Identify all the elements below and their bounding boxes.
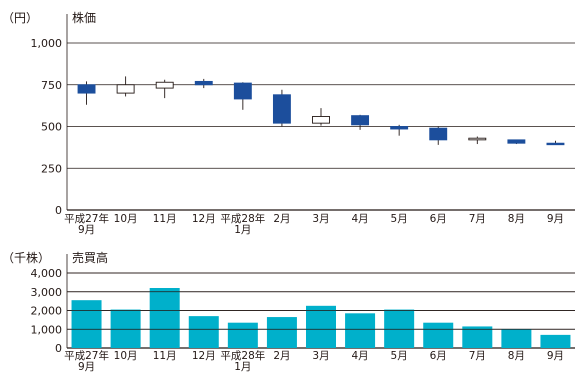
volume-bar xyxy=(188,316,219,348)
x-tick-label: 12月 xyxy=(192,213,216,225)
candle-body xyxy=(312,116,330,124)
candlestick xyxy=(272,89,291,127)
candlestick xyxy=(351,114,370,130)
stock-price-chart: （円） 株価 02505007501,000 平成27年9月10月 11月 12月平… xyxy=(2,10,575,236)
x-tick-label: 3月 xyxy=(312,350,329,362)
y-tick-label: 4,000 xyxy=(31,267,63,280)
candle-body xyxy=(272,94,291,124)
volume-bar xyxy=(501,329,532,348)
candle-body xyxy=(194,80,213,86)
candle-body xyxy=(116,84,135,94)
candlestick xyxy=(429,126,448,145)
x-tick-label: 7月 xyxy=(469,350,486,362)
candlestick xyxy=(233,82,252,110)
x-tick-label: 平成28年 xyxy=(220,212,265,225)
x-tick-label: 8月 xyxy=(508,350,525,362)
y-tick-label: 2,000 xyxy=(31,305,63,318)
x-tick-label: 平成28年 xyxy=(220,349,265,362)
x-tick-label: 2月 xyxy=(273,213,290,225)
y-tick-label: 0 xyxy=(55,342,62,355)
candlestick xyxy=(116,76,135,97)
y-tick-label: 1,000 xyxy=(31,323,63,336)
y-tick-label: 500 xyxy=(41,121,62,134)
candlestick xyxy=(390,124,409,136)
x-tick-label: 9月 xyxy=(547,350,564,362)
x-tick-label: 9月 xyxy=(78,224,95,236)
candlestick xyxy=(507,139,526,145)
candle-body xyxy=(155,81,174,89)
volume-bar xyxy=(71,300,102,348)
candle-body xyxy=(351,115,370,126)
x-tick-label: 1月 xyxy=(234,361,251,373)
x-tick-label: 10月 xyxy=(114,350,138,362)
x-tick-label: 9月 xyxy=(547,213,564,225)
volume-chart-title: 売買高 xyxy=(72,250,108,265)
candle-body xyxy=(546,142,565,146)
candlestick xyxy=(468,136,487,145)
x-tick-label: 5月 xyxy=(391,213,408,225)
volume-bar xyxy=(540,334,571,348)
candle-body xyxy=(77,84,96,94)
x-tick-label: 3月 xyxy=(312,213,329,225)
candlestick xyxy=(312,108,330,126)
x-tick-label: 11月 xyxy=(153,350,177,362)
candlestick xyxy=(194,78,213,89)
x-tick-label: 10月 xyxy=(114,213,138,225)
candlestick xyxy=(77,81,96,105)
volume-bar xyxy=(306,305,336,348)
y-tick-label: 250 xyxy=(41,162,62,175)
volume-bar xyxy=(384,309,415,348)
x-tick-label: 2月 xyxy=(273,350,290,362)
candlestick xyxy=(546,140,565,146)
y-tick-label: 1,000 xyxy=(31,37,63,50)
x-tick-label: 4月 xyxy=(351,213,368,225)
x-tick-label: 7月 xyxy=(469,213,486,225)
candle-body xyxy=(507,139,526,144)
x-tick-label: 6月 xyxy=(430,350,447,362)
x-tick-label: 9月 xyxy=(78,361,95,373)
volume-unit-label: （千株） xyxy=(2,250,50,265)
x-tick-label: 6月 xyxy=(430,213,447,225)
x-tick-label: 平成27年 xyxy=(64,349,109,362)
y-tick-label: 750 xyxy=(41,79,62,92)
x-tick-label: 11月 xyxy=(153,213,177,225)
candle-body xyxy=(390,126,409,130)
price-chart-title: 株価 xyxy=(72,10,96,25)
candle-body xyxy=(468,137,487,141)
x-tick-label: 1月 xyxy=(234,224,251,236)
y-tick-label: 0 xyxy=(55,204,62,217)
x-tick-label: 平成27年 xyxy=(64,212,109,225)
x-tick-label: 12月 xyxy=(192,350,216,362)
volume-bar xyxy=(227,322,258,348)
volume-bar xyxy=(345,313,376,348)
volume-bar xyxy=(149,288,180,348)
y-tick-label: 3,000 xyxy=(31,286,63,299)
x-tick-label: 8月 xyxy=(508,213,525,225)
x-tick-label: 5月 xyxy=(391,350,408,362)
candle-body xyxy=(429,127,448,141)
volume-bar xyxy=(423,322,454,348)
price-unit-label: （円） xyxy=(2,11,38,25)
candle-body xyxy=(233,82,252,100)
volume-bar xyxy=(266,317,297,348)
volume-bar xyxy=(110,309,141,348)
volume-bar xyxy=(462,326,493,348)
candlestick xyxy=(155,79,174,99)
x-tick-label: 4月 xyxy=(351,350,368,362)
